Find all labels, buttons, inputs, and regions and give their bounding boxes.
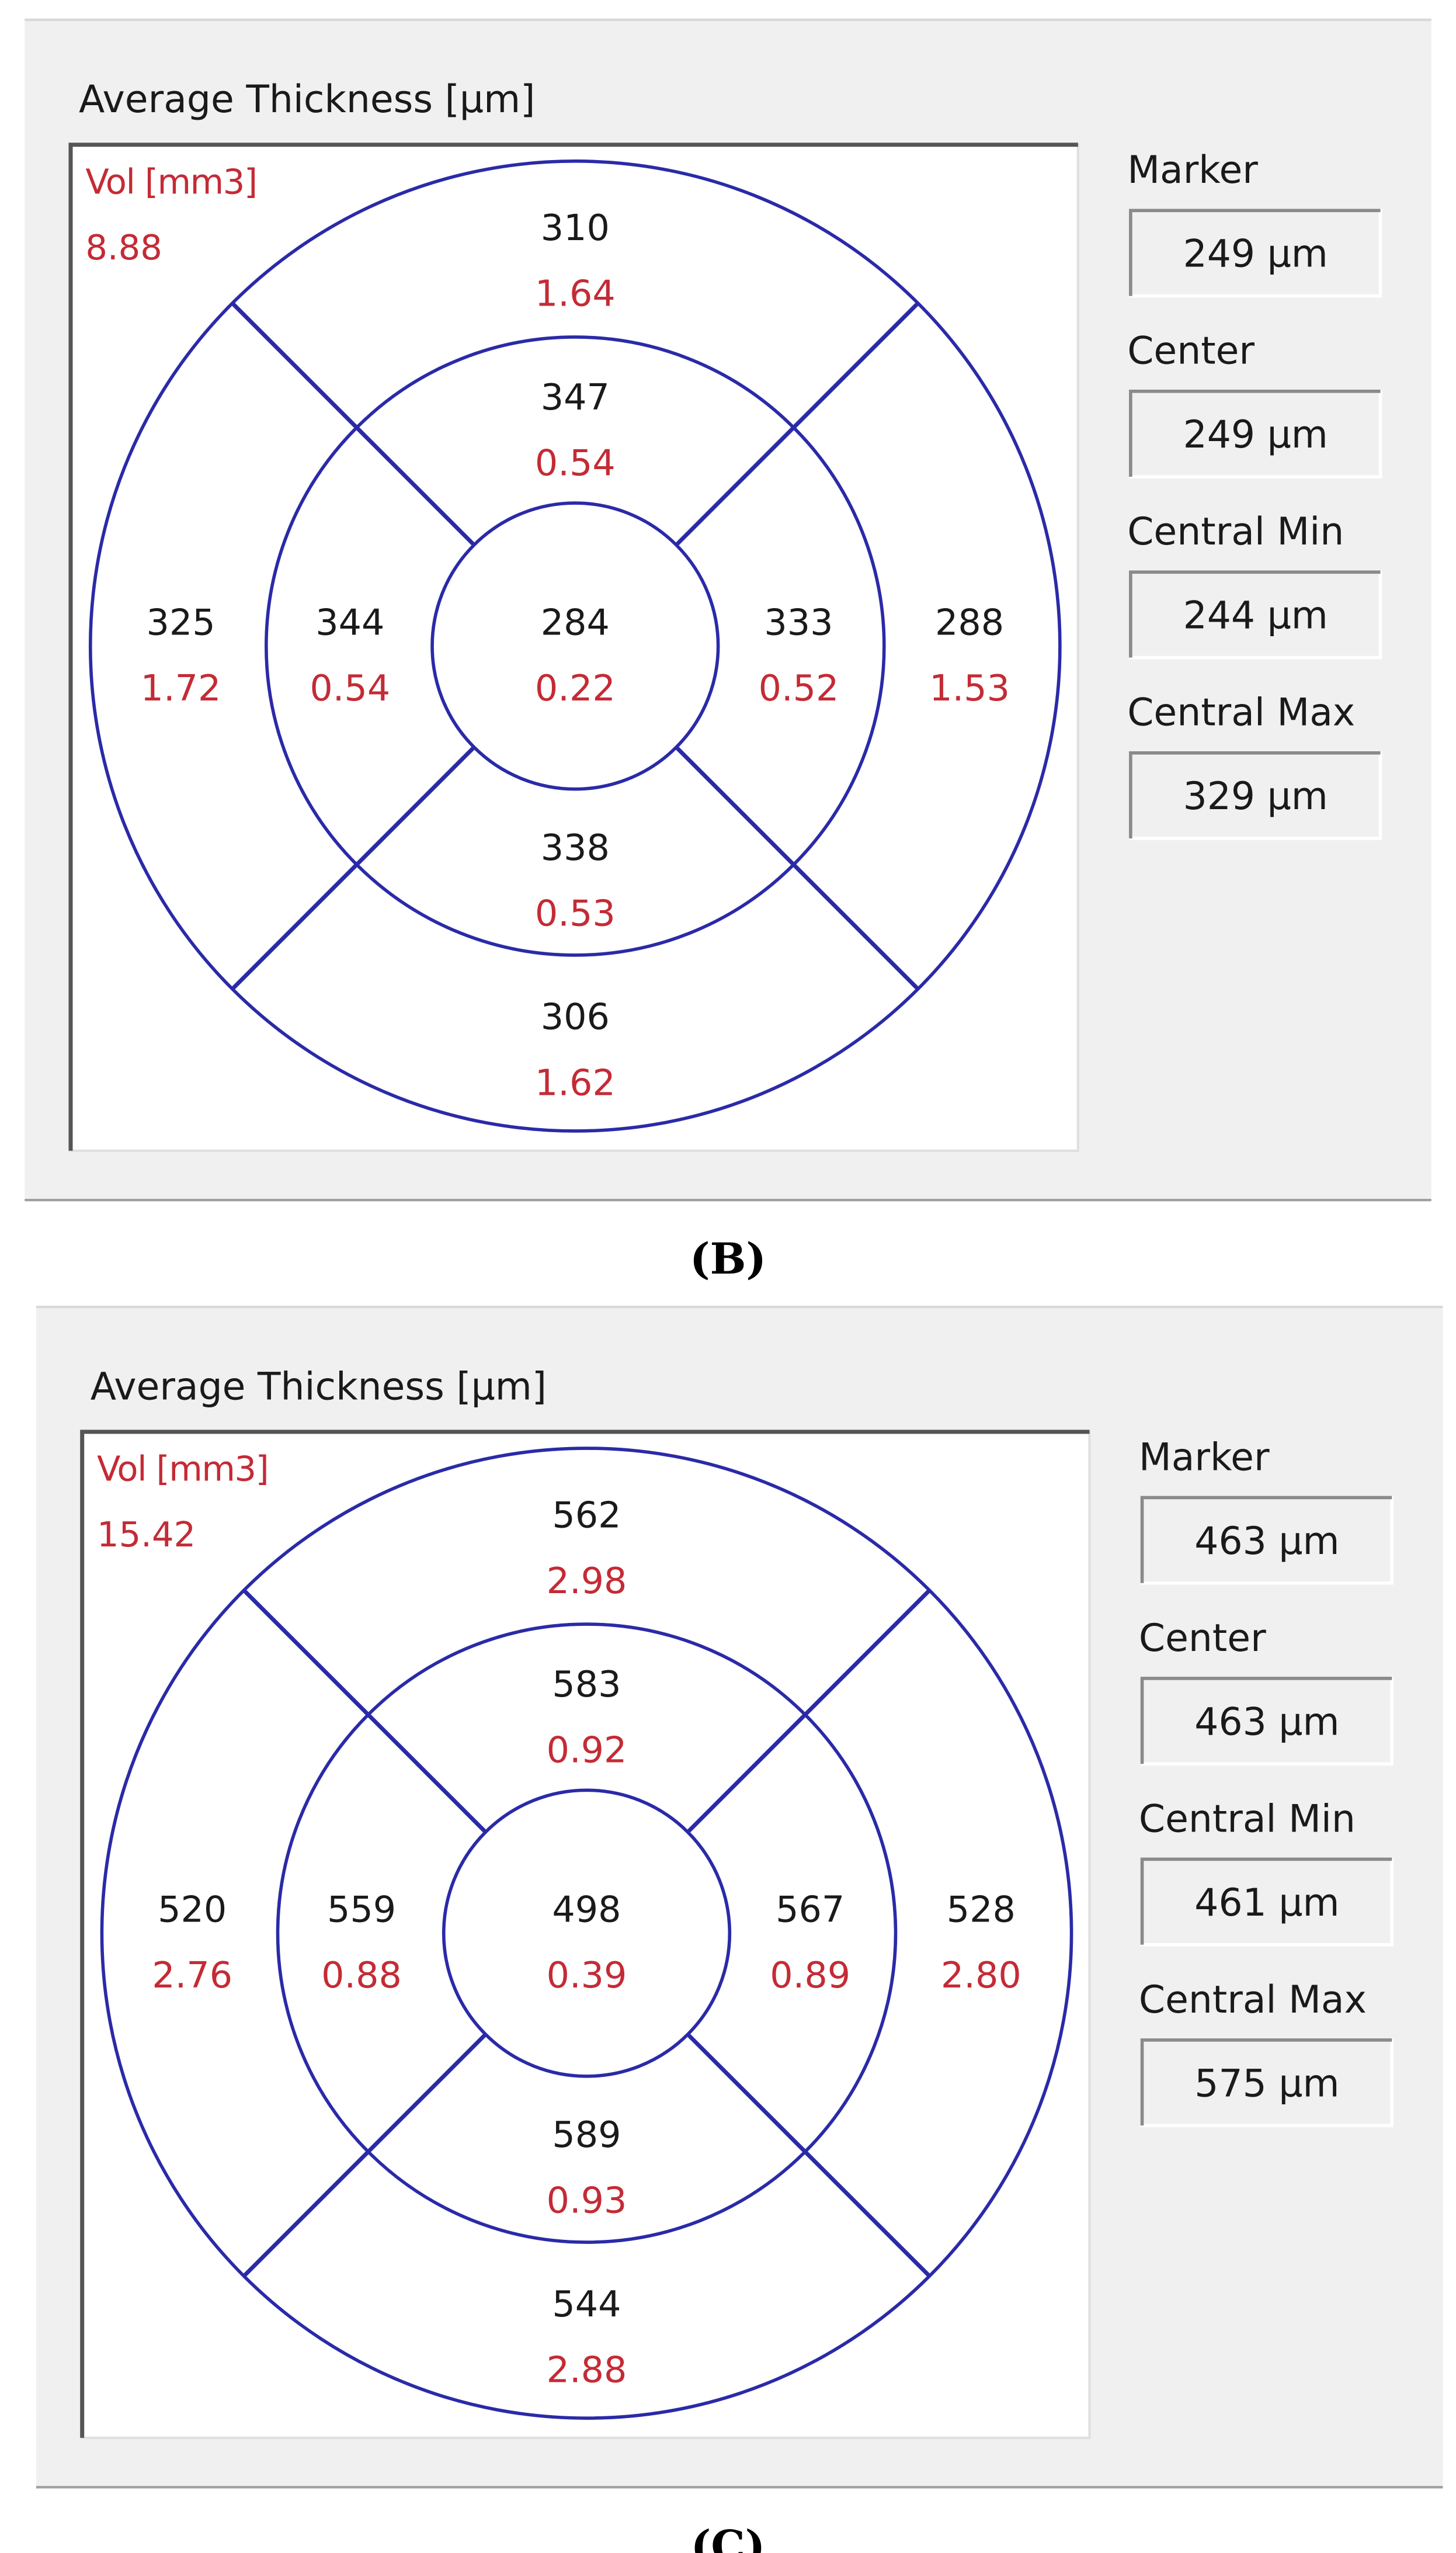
- sector-thickness: 583: [552, 1663, 621, 1705]
- sector-volume: 0.53: [535, 892, 616, 934]
- sector-thickness: 347: [541, 376, 610, 418]
- sector-divider: [231, 301, 476, 547]
- field-label: Central Min: [1139, 1797, 1356, 1841]
- sector-volume: 0.88: [321, 1954, 402, 1996]
- sector-volume: 0.52: [759, 667, 839, 709]
- field-label: Central Max: [1127, 691, 1355, 735]
- sector-divider: [242, 1588, 487, 1834]
- field-value: 575 µm: [1194, 2062, 1339, 2105]
- field-box: [1129, 389, 1382, 478]
- grid-ring: [430, 501, 720, 791]
- field-box-shadow: [1129, 209, 1381, 296]
- field-value: 329 µm: [1183, 775, 1328, 818]
- sector-thickness: 338: [541, 827, 610, 869]
- volume-total: 8.88: [85, 227, 162, 268]
- field-label: Central Min: [1127, 510, 1344, 554]
- sector-volume: 2.76: [152, 1954, 232, 1996]
- grid-ring: [442, 1788, 732, 2078]
- field-box-shadow: [1140, 1496, 1392, 1583]
- grid-ring: [265, 335, 886, 957]
- field-label: Central Max: [1139, 1978, 1367, 2022]
- panel-title: Average Thickness [µm]: [79, 78, 535, 122]
- sector-thickness: 288: [935, 601, 1004, 643]
- sector-thickness: 528: [947, 1889, 1016, 1931]
- sector-thickness: 333: [764, 601, 833, 643]
- sector-thickness: 544: [552, 2283, 621, 2325]
- panel: Average Thickness [µm] Vol [mm3] 8.88 310 1.…: [25, 18, 1431, 1284]
- field-box: [1129, 751, 1382, 840]
- sector-thickness: 306: [541, 996, 610, 1038]
- sector-thickness: 344: [315, 601, 384, 643]
- panel-title: Average Thickness [µm]: [91, 1365, 547, 1409]
- grid-box-shadow: [80, 1430, 1090, 2438]
- field-label: Marker: [1139, 1435, 1270, 1479]
- field-box-shadow: [1140, 1857, 1392, 1945]
- sector-volume: 1.64: [535, 273, 616, 315]
- volume-label: Vol [mm3]: [85, 161, 256, 202]
- sector-volume: 1.62: [535, 1062, 616, 1104]
- field-box: [1129, 570, 1382, 660]
- sector-thickness: 559: [327, 1889, 396, 1931]
- grid-ring: [276, 1622, 898, 2244]
- sector-volume: 0.54: [535, 442, 616, 484]
- sector-divider: [675, 745, 920, 991]
- sector-volume: 0.89: [770, 1954, 850, 1996]
- field-box-shadow: [1140, 1677, 1392, 1764]
- field-box-shadow: [1129, 389, 1381, 477]
- sector-divider: [675, 301, 920, 547]
- sector-thickness: 589: [552, 2114, 621, 2156]
- sector-thickness: 284: [541, 601, 610, 643]
- sector-volume: 2.98: [547, 1560, 627, 1602]
- panel-caption: (B): [690, 1234, 766, 1284]
- sector-volume: 1.53: [929, 667, 1010, 709]
- field-value: 463 µm: [1194, 1700, 1339, 1744]
- volume-total: 15.42: [97, 1514, 196, 1555]
- sector-volume: 0.22: [535, 667, 616, 709]
- sector-divider: [686, 1588, 931, 1834]
- sector-thickness: 567: [776, 1889, 845, 1931]
- field-box-shadow: [1140, 2038, 1392, 2126]
- sector-volume: 1.72: [141, 667, 221, 709]
- sector-volume: 0.54: [310, 667, 390, 709]
- sector-thickness: 310: [541, 207, 610, 249]
- field-value: 463 µm: [1194, 1520, 1339, 1563]
- sector-thickness: 325: [146, 601, 215, 643]
- field-value: 244 µm: [1183, 594, 1328, 638]
- field-box: [1140, 1496, 1394, 1585]
- field-label: Marker: [1127, 148, 1258, 192]
- sector-divider: [231, 745, 476, 991]
- field-value: 249 µm: [1183, 233, 1328, 276]
- sector-volume: 0.39: [547, 1954, 627, 1996]
- sector-volume: 0.93: [547, 2180, 627, 2222]
- panel: Average Thickness [µm] Vol [mm3] 15.42 562 2…: [36, 1305, 1443, 2553]
- field-value: 249 µm: [1183, 413, 1328, 457]
- sector-thickness: 498: [552, 1889, 621, 1931]
- panel-caption: (C): [691, 2521, 765, 2553]
- sector-volume: 0.92: [547, 1729, 627, 1771]
- field-label: Center: [1127, 329, 1255, 373]
- field-box-shadow: [1129, 570, 1381, 658]
- sector-volume: 2.80: [941, 1954, 1021, 1996]
- sector-thickness: 520: [158, 1889, 227, 1931]
- volume-label: Vol [mm3]: [97, 1449, 268, 1489]
- field-value: 461 µm: [1194, 1881, 1339, 1925]
- sector-divider: [686, 2032, 931, 2278]
- sector-volume: 2.88: [547, 2349, 627, 2391]
- field-label: Center: [1139, 1617, 1266, 1660]
- grid-box-shadow: [68, 143, 1078, 1151]
- sector-thickness: 562: [552, 1494, 621, 1536]
- field-box-shadow: [1129, 751, 1381, 839]
- grid-ring: [88, 159, 1062, 1133]
- sector-divider: [242, 2032, 487, 2278]
- field-box: [1140, 1677, 1394, 1766]
- grid-ring: [100, 1447, 1073, 2420]
